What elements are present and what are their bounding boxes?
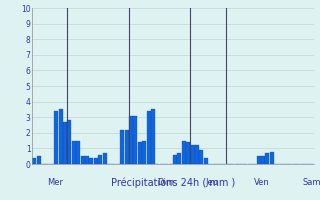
Text: Sam: Sam	[303, 178, 320, 187]
Bar	[36, 156, 41, 164]
Bar	[151, 109, 155, 164]
Bar	[191, 145, 195, 164]
Bar	[81, 156, 84, 164]
Bar	[177, 153, 181, 164]
Bar	[124, 130, 129, 164]
Bar	[129, 116, 133, 164]
Bar	[257, 156, 260, 164]
Bar	[59, 109, 63, 164]
Bar	[68, 120, 71, 164]
Bar	[32, 158, 36, 164]
Bar	[94, 158, 98, 164]
Bar	[270, 152, 274, 164]
Text: Dim: Dim	[157, 178, 174, 187]
Bar	[138, 142, 142, 164]
Bar	[261, 156, 265, 164]
Bar	[186, 142, 190, 164]
Bar	[72, 141, 76, 164]
Bar	[89, 158, 93, 164]
Bar	[265, 153, 269, 164]
Bar	[120, 130, 124, 164]
Bar	[133, 116, 137, 164]
Bar	[76, 141, 80, 164]
Bar	[85, 156, 89, 164]
Text: Jeu: Jeu	[206, 178, 219, 187]
Bar	[182, 141, 186, 164]
Bar	[195, 145, 199, 164]
Bar	[147, 111, 151, 164]
X-axis label: Précipitations 24h ( mm ): Précipitations 24h ( mm )	[111, 178, 235, 188]
Bar	[173, 155, 177, 164]
Text: Mer: Mer	[47, 178, 63, 187]
Bar	[199, 150, 204, 164]
Bar	[204, 158, 208, 164]
Text: Ven: Ven	[254, 178, 270, 187]
Bar	[63, 122, 67, 164]
Bar	[54, 111, 58, 164]
Bar	[142, 141, 146, 164]
Bar	[98, 155, 102, 164]
Bar	[103, 153, 107, 164]
